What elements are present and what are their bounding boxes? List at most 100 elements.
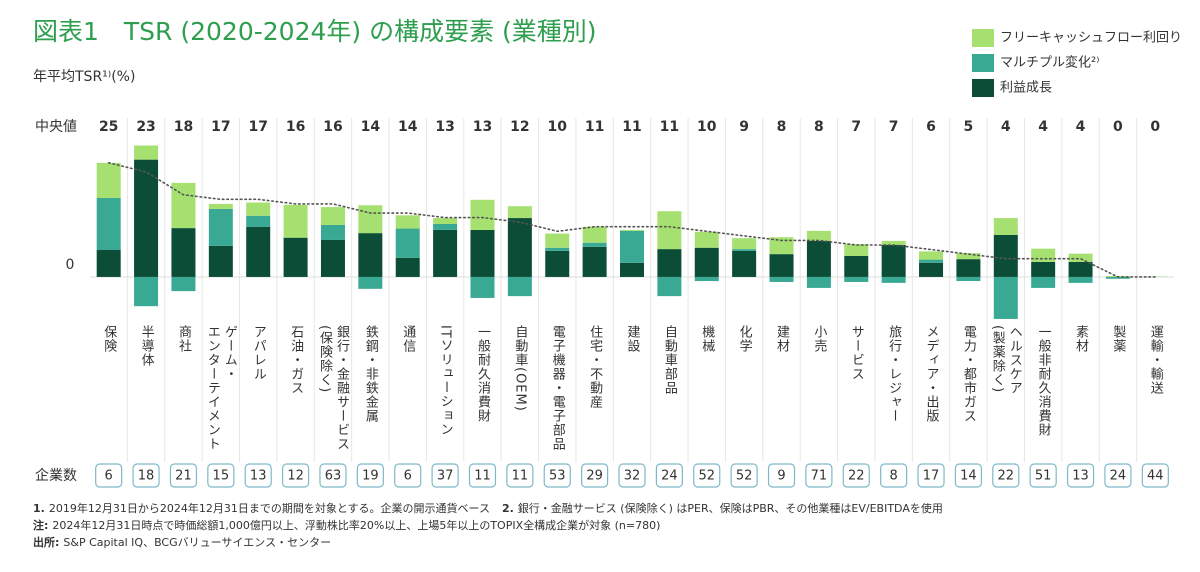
count-value: 44 [1147, 469, 1164, 484]
count-box [132, 463, 160, 488]
x-tick-label: 建材 [774, 325, 790, 353]
count-box [842, 463, 870, 488]
x-tick-label: 石油・ガス [288, 325, 304, 395]
count-value: 11 [474, 469, 491, 484]
footnote-text: 銀行・金融サービス (保険除く) はPER、保険はPBR、その他業種はEV/EB… [517, 502, 943, 515]
count-value: 63 [325, 469, 342, 484]
bar-segment [769, 254, 794, 277]
bar-segment [806, 230, 831, 241]
median-value: 17 [248, 119, 267, 135]
x-tick-label: ITソリューション [437, 325, 453, 437]
bar-segment [956, 276, 981, 282]
bar-segment [134, 276, 159, 307]
count-value: 71 [811, 469, 828, 484]
bar-segment [1031, 276, 1056, 288]
bar-segment [1031, 248, 1056, 262]
median-label: 中央値 [35, 119, 77, 135]
footnote-label: 2. [501, 502, 514, 515]
median-value: 10 [547, 119, 567, 135]
median-value: 23 [136, 119, 155, 135]
count-value: 12 [287, 469, 304, 484]
bar-segment [1068, 261, 1093, 277]
y-axis-label: 年平均TSR¹⁾(%) [33, 69, 136, 85]
y-tick-label: 0 [66, 257, 75, 273]
bar-segment [470, 199, 495, 230]
x-tick-label: ヘルスケア (製薬除く) [989, 325, 1022, 395]
bar-segment [507, 218, 532, 277]
count-box [693, 463, 721, 488]
legend-label: 利益成長 [1000, 81, 1052, 96]
count-box [1104, 463, 1132, 488]
median-value: 13 [473, 119, 492, 135]
count-box [207, 463, 235, 488]
legend-swatch [972, 54, 994, 72]
count-box [543, 463, 571, 488]
count-value: 11 [512, 469, 529, 484]
bar-segment [433, 229, 458, 277]
bar-segment [732, 250, 757, 277]
bar-segment [208, 203, 233, 209]
median-value: 14 [398, 119, 418, 135]
x-tick-label: ゲーム・ エンターテイメント [204, 325, 237, 451]
bar-segment [956, 259, 981, 277]
median-value: 11 [622, 119, 641, 135]
x-tick-label: 通信 [400, 325, 416, 353]
count-box [805, 463, 833, 488]
count-box [394, 463, 422, 488]
footnote-label: 注: [33, 519, 49, 532]
bar-segment [470, 229, 495, 277]
median-value: 25 [99, 119, 118, 135]
count-box [618, 463, 646, 488]
count-value: 29 [586, 469, 603, 484]
median-value: 16 [286, 119, 305, 135]
bar-segment [358, 276, 383, 289]
bar-segment [694, 247, 719, 277]
median-value: 18 [174, 119, 193, 135]
count-value: 8 [890, 469, 898, 484]
x-tick-label: 電子機器・電子部品 [549, 325, 565, 451]
bar-segment [1068, 276, 1093, 283]
count-value: 6 [404, 469, 412, 484]
median-value: 10 [697, 119, 717, 135]
count-box [95, 463, 123, 488]
bar-segment [320, 224, 345, 240]
bar-segment [657, 249, 682, 277]
bar-segment [320, 239, 345, 277]
median-value: 4 [1038, 119, 1048, 135]
bar-segment [320, 207, 345, 225]
x-tick-label: 機械 [699, 325, 715, 353]
x-tick-label: 商社 [175, 325, 191, 353]
count-value: 32 [624, 469, 641, 484]
chart-title: 図表1 TSR (2020-2024年) の構成要素 (業種別) [33, 17, 597, 46]
x-tick-label: アパレル [250, 325, 266, 381]
bar-segment [507, 206, 532, 219]
median-value: 14 [361, 119, 381, 135]
bar-segment [134, 159, 159, 277]
bar-segment [769, 237, 794, 255]
footnote: 注: 2024年12月31日時点で時価総額1,000億円以上、浮動株比率20%以上… [33, 517, 672, 533]
bar-segment [919, 259, 944, 263]
bar-segment [582, 226, 607, 243]
count-value: 22 [998, 469, 1015, 484]
bar-segment [395, 215, 420, 229]
count-value: 51 [1035, 469, 1052, 484]
median-value: 11 [585, 119, 604, 135]
x-tick-label: 製薬 [1110, 325, 1126, 353]
bar-segment [96, 250, 121, 277]
count-value: 17 [923, 469, 940, 484]
footnote: 1. 2019年12月31日から2024年12月31日までの期間を対象とする。企業… [33, 500, 955, 516]
x-tick-label: 自動車部品 [661, 325, 677, 395]
bar-segment [881, 276, 906, 283]
median-value: 13 [435, 119, 454, 135]
bar-segment [507, 276, 532, 297]
count-box [954, 463, 983, 488]
bar-segment [208, 208, 233, 246]
bar-segment [657, 211, 682, 250]
bar-segment [844, 255, 869, 277]
bar-segment [246, 215, 271, 227]
x-tick-label: 小売 [811, 325, 827, 353]
bar-segment [844, 276, 869, 282]
count-value: 19 [362, 469, 379, 484]
median-value: 7 [851, 119, 861, 135]
